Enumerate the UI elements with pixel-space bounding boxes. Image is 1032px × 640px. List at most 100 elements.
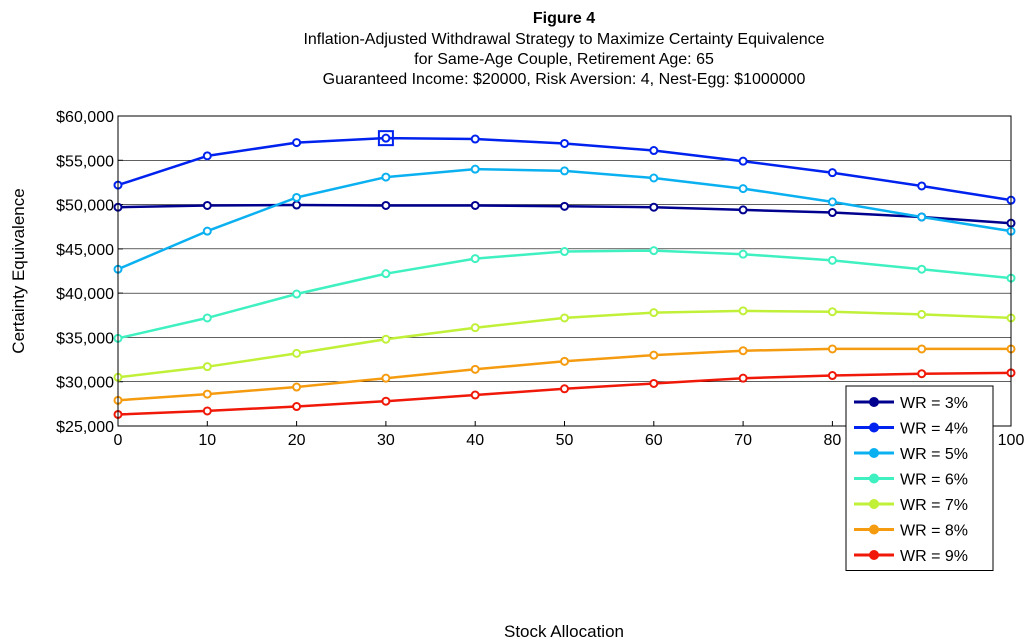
legend-label: WR = 3% — [900, 395, 968, 412]
data-point — [738, 346, 748, 356]
data-point — [738, 184, 748, 194]
data-point — [917, 369, 927, 379]
data-point — [202, 200, 212, 210]
y-tick-label: $35,000 — [56, 330, 114, 347]
data-point — [917, 309, 927, 319]
data-point — [649, 350, 659, 360]
legend-label: WR = 9% — [900, 548, 968, 565]
data-point — [917, 212, 927, 222]
chart-title-line-2: Inflation-Adjusted Withdrawal Strategy t… — [303, 31, 824, 48]
y-tick-label: $30,000 — [56, 375, 114, 392]
y-axis-ticks: $25,000 $30,000 $35,000 $40,000 $45,000 $50,0… — [56, 109, 123, 436]
data-point — [292, 348, 302, 358]
data-point — [292, 402, 302, 412]
legend-swatch-marker — [869, 499, 879, 509]
plot-area — [118, 116, 1011, 426]
chart-title-line-1: Figure 4 — [533, 10, 595, 27]
x-tick-label: 20 — [288, 432, 306, 449]
data-point — [381, 396, 391, 406]
data-point — [292, 192, 302, 202]
y-tick-label: $25,000 — [56, 419, 114, 436]
y-tick-label: $40,000 — [56, 286, 114, 303]
data-point — [292, 382, 302, 392]
data-point — [560, 356, 569, 366]
data-point — [202, 406, 212, 416]
data-point — [649, 202, 659, 212]
data-point — [649, 308, 659, 318]
data-point — [560, 247, 569, 257]
data-point — [470, 323, 480, 333]
legend-label: WR = 6% — [900, 472, 968, 489]
data-point — [827, 197, 837, 207]
y-tick-label: $60,000 — [56, 109, 114, 126]
data-point — [381, 172, 391, 182]
data-point — [202, 313, 212, 323]
data-point — [560, 138, 569, 148]
x-tick-label: 70 — [734, 432, 752, 449]
legend-swatch-marker — [869, 448, 879, 458]
chart-title-line-4: Guaranteed Income: $20000, Risk Aversion… — [323, 71, 806, 88]
data-point — [470, 134, 480, 144]
data-point — [560, 201, 569, 211]
data-point — [560, 166, 569, 176]
data-point — [917, 181, 927, 191]
data-point — [381, 373, 391, 383]
legend-label: WR = 4% — [900, 421, 968, 438]
data-point — [649, 378, 659, 388]
x-tick-label: 50 — [556, 432, 574, 449]
highlight-square — [377, 130, 394, 147]
y-axis-label: Certainty Equivalence — [9, 188, 28, 353]
legend-label: WR = 7% — [900, 497, 968, 514]
x-tick-label: 40 — [466, 432, 484, 449]
chart-title-line-3: for Same-Age Couple, Retirement Age: 65 — [414, 51, 714, 68]
x-tick-label: 10 — [198, 432, 216, 449]
legend-swatch-marker — [869, 422, 879, 433]
data-point — [470, 390, 480, 400]
legend-item: WR = 6% — [854, 472, 968, 489]
data-point — [381, 334, 391, 344]
data-point — [649, 173, 659, 183]
legend-swatch-marker — [869, 524, 879, 535]
legend-item: WR = 5% — [854, 446, 968, 463]
data-point — [917, 344, 927, 354]
highlight-marker — [377, 130, 394, 147]
data-point — [738, 156, 748, 166]
data-point — [827, 168, 837, 178]
x-axis-label: Stock Allocation — [504, 622, 624, 640]
data-point — [827, 208, 837, 218]
data-point — [649, 246, 659, 256]
legend-item: WR = 9% — [854, 548, 968, 565]
y-tick-label: $45,000 — [56, 242, 114, 259]
data-point — [827, 307, 837, 317]
data-point — [738, 249, 748, 259]
data-point — [738, 205, 748, 215]
plot-frame — [117, 115, 1012, 427]
legend-label: WR = 5% — [900, 446, 968, 463]
legend-swatch-marker — [869, 473, 879, 484]
data-point — [738, 306, 748, 316]
data-point — [649, 146, 659, 156]
data-point — [470, 200, 480, 210]
data-point — [202, 389, 212, 399]
data-point — [202, 226, 212, 236]
data-point — [827, 344, 837, 354]
x-tick-label: 30 — [377, 432, 395, 449]
data-point — [381, 200, 391, 210]
legend-item: WR = 4% — [854, 421, 968, 438]
data-point — [738, 373, 748, 383]
data-point — [202, 362, 212, 372]
chart-title: Figure 4 Inflation-Adjusted Withdrawal S… — [303, 10, 824, 88]
legend-item: WR = 8% — [854, 523, 968, 540]
legend-item: WR = 7% — [854, 497, 968, 514]
data-point — [470, 364, 480, 374]
x-tick-label: 0 — [114, 432, 123, 449]
legend-swatch-marker — [869, 397, 879, 407]
data-point — [381, 269, 391, 279]
data-point — [292, 200, 302, 210]
data-point — [560, 313, 569, 323]
data-point — [917, 264, 927, 274]
data-point — [202, 151, 212, 161]
legend-label: WR = 8% — [900, 523, 968, 540]
data-point — [827, 371, 837, 381]
